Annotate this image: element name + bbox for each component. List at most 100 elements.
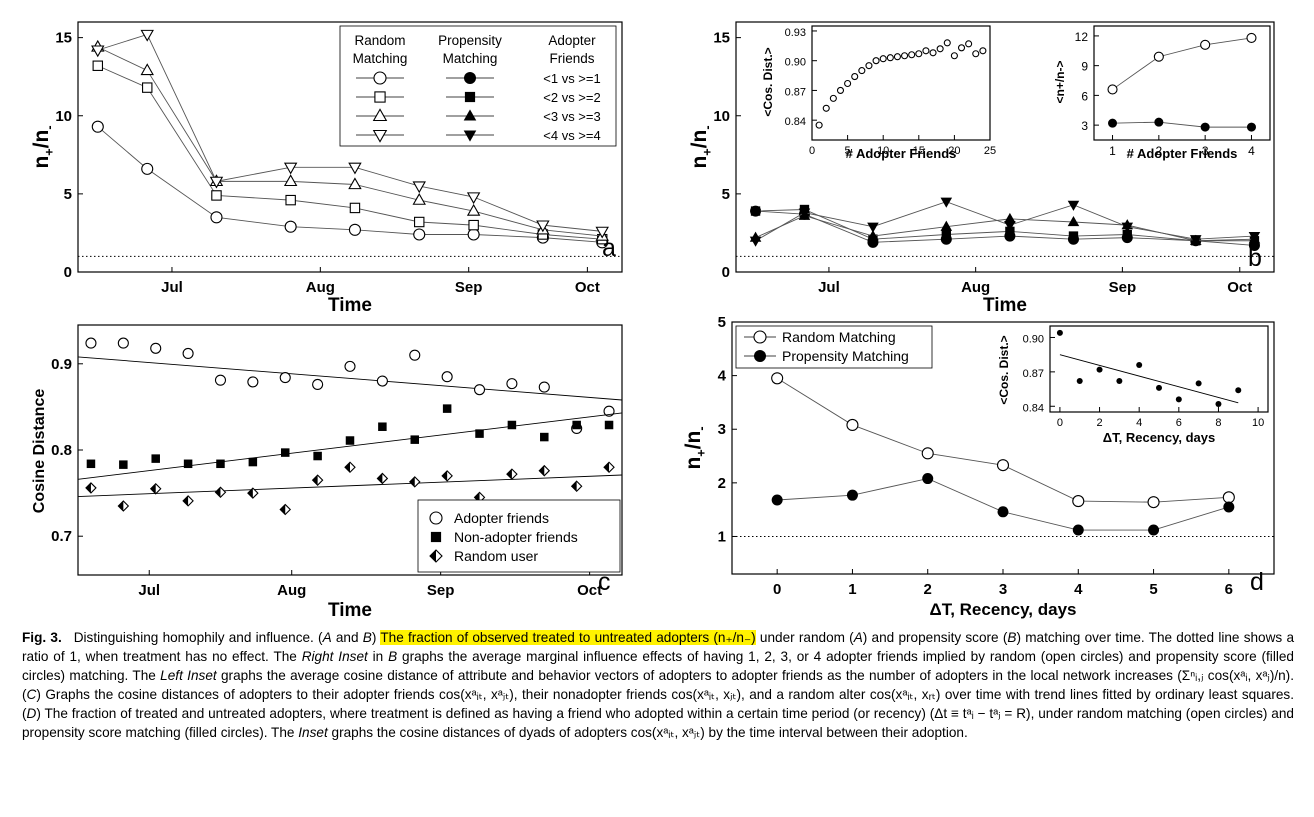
- x-tick-label: 2: [924, 581, 932, 598]
- y-axis-label: Cosine Distance: [31, 389, 48, 514]
- legend-marker: [373, 71, 387, 85]
- data-point: [409, 349, 421, 361]
- y-tick-label: 5: [718, 314, 726, 331]
- x-tick-label: 10: [877, 145, 889, 157]
- diamond-fill: [312, 475, 318, 486]
- data-point: [507, 420, 517, 430]
- data-point: [284, 220, 297, 233]
- data-point: [538, 381, 550, 393]
- data-point: [604, 420, 614, 430]
- data-point: [182, 495, 194, 507]
- data-point: [915, 50, 923, 58]
- data-point: [1200, 122, 1210, 132]
- plot-frame: [811, 25, 991, 141]
- data-point: [92, 60, 104, 71]
- data-point: [408, 476, 421, 488]
- y-tick-label: 0.8: [51, 442, 72, 459]
- diamond-fill: [377, 473, 383, 484]
- data-point: [879, 55, 887, 63]
- x-tick-label: 4: [1136, 417, 1142, 429]
- y-tick-label: 10: [55, 108, 72, 125]
- diamond-fill: [150, 483, 156, 494]
- data-point: [957, 44, 966, 52]
- x-tick-label: 10: [1252, 417, 1264, 429]
- y-axis-label: <Cos. Dist.>: [761, 47, 775, 116]
- data-point: [85, 337, 97, 349]
- data-point: [1067, 215, 1080, 227]
- legend-entry: <4 vs >=4: [543, 128, 600, 143]
- data-point: [117, 500, 130, 512]
- caption-text: ) and propensity score (: [862, 630, 1008, 645]
- data-point: [1076, 378, 1083, 385]
- x-axis-label: ΔT, Recency, days: [1103, 430, 1215, 445]
- y-tick-label: 2: [718, 475, 726, 492]
- data-point: [829, 94, 837, 102]
- data-point: [921, 447, 934, 460]
- caption-text: Left Inset: [160, 668, 217, 683]
- data-point: [771, 494, 783, 506]
- legend-frame: [735, 325, 933, 369]
- caption-text: C: [26, 687, 37, 702]
- data-point: [1235, 387, 1242, 394]
- legend-heading: Random: [354, 33, 405, 48]
- data-point: [280, 448, 290, 457]
- plot-frame: [1049, 325, 1269, 413]
- diamond-fill: [539, 465, 545, 476]
- data-point: [86, 459, 96, 469]
- legend-entry: Random Matching: [782, 329, 896, 345]
- series-line: [1112, 121, 1252, 128]
- plot-frame: [735, 21, 1275, 273]
- legend-marker: [372, 129, 388, 143]
- legend-marker: [429, 511, 443, 525]
- data-point: [941, 229, 951, 240]
- data-point: [119, 460, 128, 469]
- x-axis-label: Time: [328, 600, 372, 621]
- data-point: [1189, 235, 1202, 246]
- trend-line: [77, 474, 623, 498]
- legend-a: Random Matching Propensity Matching Adopter F…: [339, 25, 617, 147]
- data-point: [412, 192, 426, 205]
- legend-entry: <1 vs >=1: [543, 71, 600, 86]
- x-tick-label: 2: [1155, 144, 1162, 158]
- y-tick-label: 0.84: [1023, 402, 1044, 414]
- data-point: [595, 226, 609, 239]
- data-point: [1200, 39, 1211, 50]
- data-point: [893, 53, 901, 61]
- data-point: [940, 220, 953, 231]
- data-point: [908, 51, 916, 59]
- x-axis-label: # Adopter Friends: [1127, 146, 1238, 161]
- data-point: [279, 372, 291, 384]
- diamond-fill: [215, 487, 221, 498]
- data-point: [209, 176, 224, 189]
- diamond-fill: [604, 462, 610, 473]
- data-point: [349, 202, 361, 214]
- caption-text: B: [362, 630, 372, 645]
- y-axis-label: <n+/n->: [1053, 60, 1067, 103]
- x-tick-label: 25: [984, 145, 996, 157]
- data-point: [965, 40, 973, 48]
- data-point: [247, 487, 259, 499]
- data-point: [91, 45, 105, 58]
- panel-letter: a: [602, 234, 616, 262]
- x-tick-label: Aug: [277, 582, 306, 599]
- data-point: [348, 223, 361, 236]
- y-tick-label: 9: [1081, 60, 1088, 74]
- data-point: [1068, 231, 1079, 241]
- figure-label: Fig. 3.: [22, 630, 62, 645]
- legend-marker: [463, 109, 477, 121]
- legend-frame: [339, 25, 617, 147]
- caption-text: A: [853, 630, 863, 645]
- trend-line: [77, 412, 623, 480]
- data-point: [247, 376, 259, 388]
- panel-d: 1 2 3 4 5 0 1 2 3 4 5 6 n+/n- ΔT, Recency, days d Rando…: [682, 314, 1275, 619]
- legend-heading: Adopter: [548, 33, 596, 48]
- y-tick-label: 4: [718, 368, 727, 385]
- data-point: [540, 432, 549, 442]
- data-point: [211, 190, 222, 201]
- data-point: [214, 486, 227, 499]
- y-axis-label: n+/n-: [682, 426, 708, 469]
- data-point: [182, 347, 194, 359]
- x-tick-label: 3: [1202, 144, 1209, 158]
- x-axis-label: Time: [983, 295, 1027, 316]
- series-line: [777, 478, 1229, 531]
